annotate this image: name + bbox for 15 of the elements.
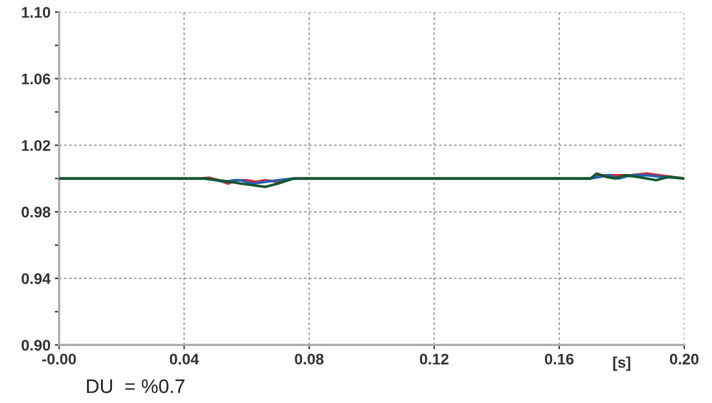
y-tick-label: 0.94: [22, 273, 51, 284]
x-tick-label: -0.00: [42, 354, 76, 365]
line-series: [59, 172, 684, 188]
x-tick-label: 0.12: [420, 354, 448, 365]
y-tick-label: 0.98: [22, 206, 50, 218]
x-tick-label: 0.08: [294, 354, 324, 365]
text: DU = %0.7: [87, 379, 184, 394]
y-tick-label: 1.06: [22, 74, 50, 84]
x-axis-title: [s]: [613, 356, 630, 371]
x-tick-label: 0.20: [670, 354, 698, 365]
x-tick-label: 0.16: [544, 354, 574, 365]
y-tick-label: 1.02: [22, 140, 50, 151]
x-tick-label: 0.04: [170, 354, 199, 365]
y-tick-label: 0.90: [22, 340, 50, 351]
y-tick-label: 1.10: [22, 6, 50, 18]
